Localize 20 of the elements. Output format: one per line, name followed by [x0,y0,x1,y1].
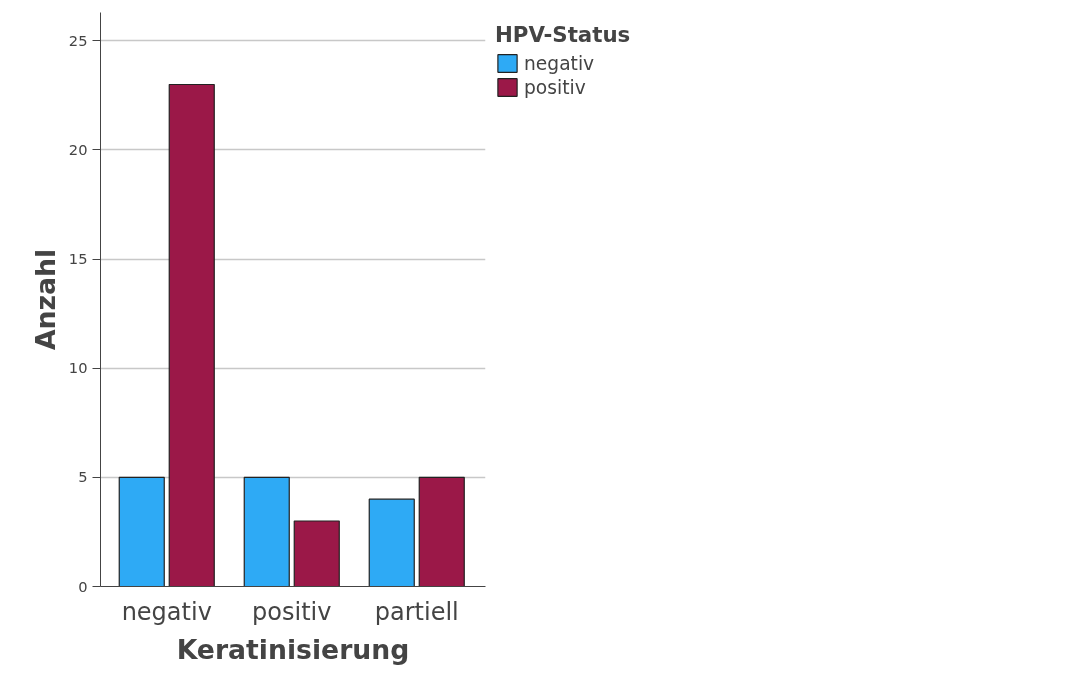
y-tick-label: 25 [68,31,88,49]
bar [243,476,290,587]
y-tick-label: 10 [68,359,88,377]
y-axis-title: Anzahl [29,248,61,351]
y-tick-label: 5 [78,468,88,486]
y-tick-label: 0 [78,577,88,595]
bar [168,83,215,587]
legend-title: HPV-Status [495,22,631,47]
x-axis-title: Keratinisierung [176,633,410,665]
x-tick-label: positiv [252,597,332,626]
legend-label: positiv [524,76,586,98]
y-tick-label: 15 [68,250,88,268]
bar [418,476,465,587]
bar [118,476,165,587]
bar [368,498,415,587]
legend-label: negativ [524,52,595,74]
y-tick-label: 20 [68,141,88,158]
bar [293,520,340,587]
x-tick-label: partiell [374,597,459,626]
x-tick-label: negativ [121,597,212,626]
